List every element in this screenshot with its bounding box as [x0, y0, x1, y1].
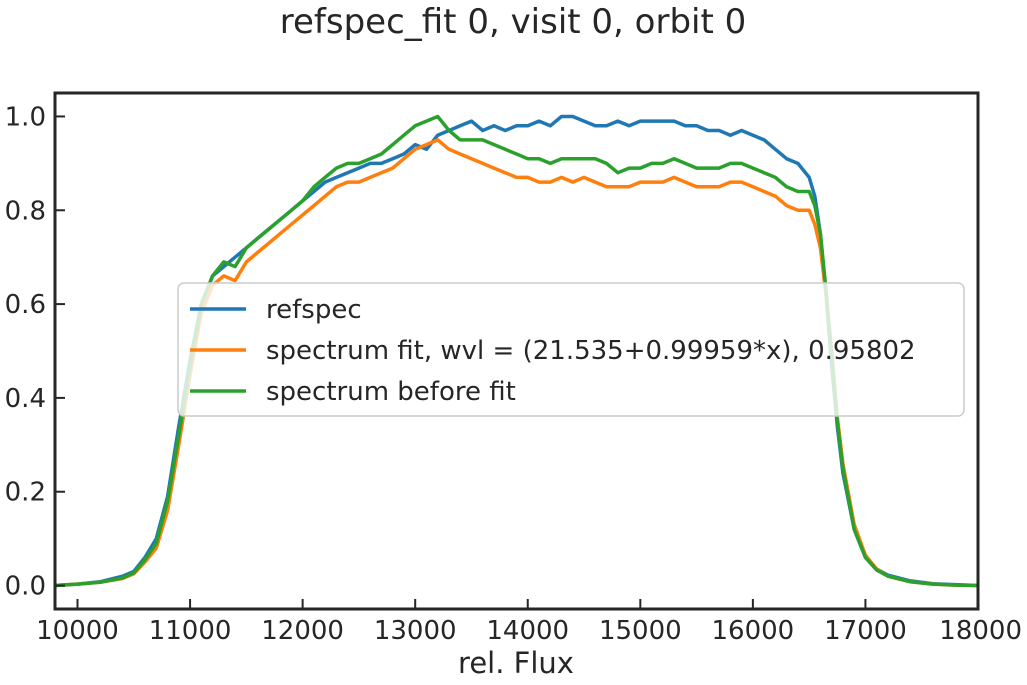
- x-tick-label: 14000: [486, 616, 569, 646]
- y-tick-label: 0.6: [5, 290, 46, 320]
- plot-frame: [53, 91, 980, 611]
- legend-label-2: spectrum fit, wvl = (21.535+0.99959*x), …: [266, 336, 916, 366]
- x-tick-label: 10000: [36, 616, 119, 646]
- ticks-layer: 10000 11000 12000 13000 14000 15000 16000 17000…: [5, 102, 1022, 646]
- x-tick-label: 18000: [939, 616, 1022, 646]
- series-layer: [54, 114, 979, 588]
- legend-box: [177, 282, 965, 417]
- y-tick-label: 0.2: [5, 478, 46, 508]
- x-tick-label: 16000: [712, 616, 795, 646]
- series-line-2: [54, 138, 979, 588]
- x-tick-label: 11000: [149, 616, 232, 646]
- y-tick-label: 0.0: [5, 572, 46, 602]
- legend: refspec spectrum fit, wvl = (21.535+0.999…: [177, 282, 965, 417]
- y-tick-label: 1.0: [5, 102, 46, 132]
- legend-label-3: spectrum before fit: [266, 377, 516, 407]
- x-tick-label: 15000: [599, 616, 682, 646]
- x-tick-label: 12000: [261, 616, 344, 646]
- series-line-1: [54, 114, 979, 588]
- series-line-3: [54, 114, 979, 588]
- x-tick-label: 13000: [374, 616, 457, 646]
- y-tick-label: 0.8: [5, 196, 46, 226]
- legend-label-1: refspec: [266, 295, 362, 325]
- chart-title: refspec_fit 0, visit 0, orbit 0: [280, 2, 747, 42]
- y-tick-label: 0.4: [5, 384, 46, 414]
- x-tick-label: 17000: [824, 616, 907, 646]
- x-axis-label: rel. Flux: [458, 646, 574, 680]
